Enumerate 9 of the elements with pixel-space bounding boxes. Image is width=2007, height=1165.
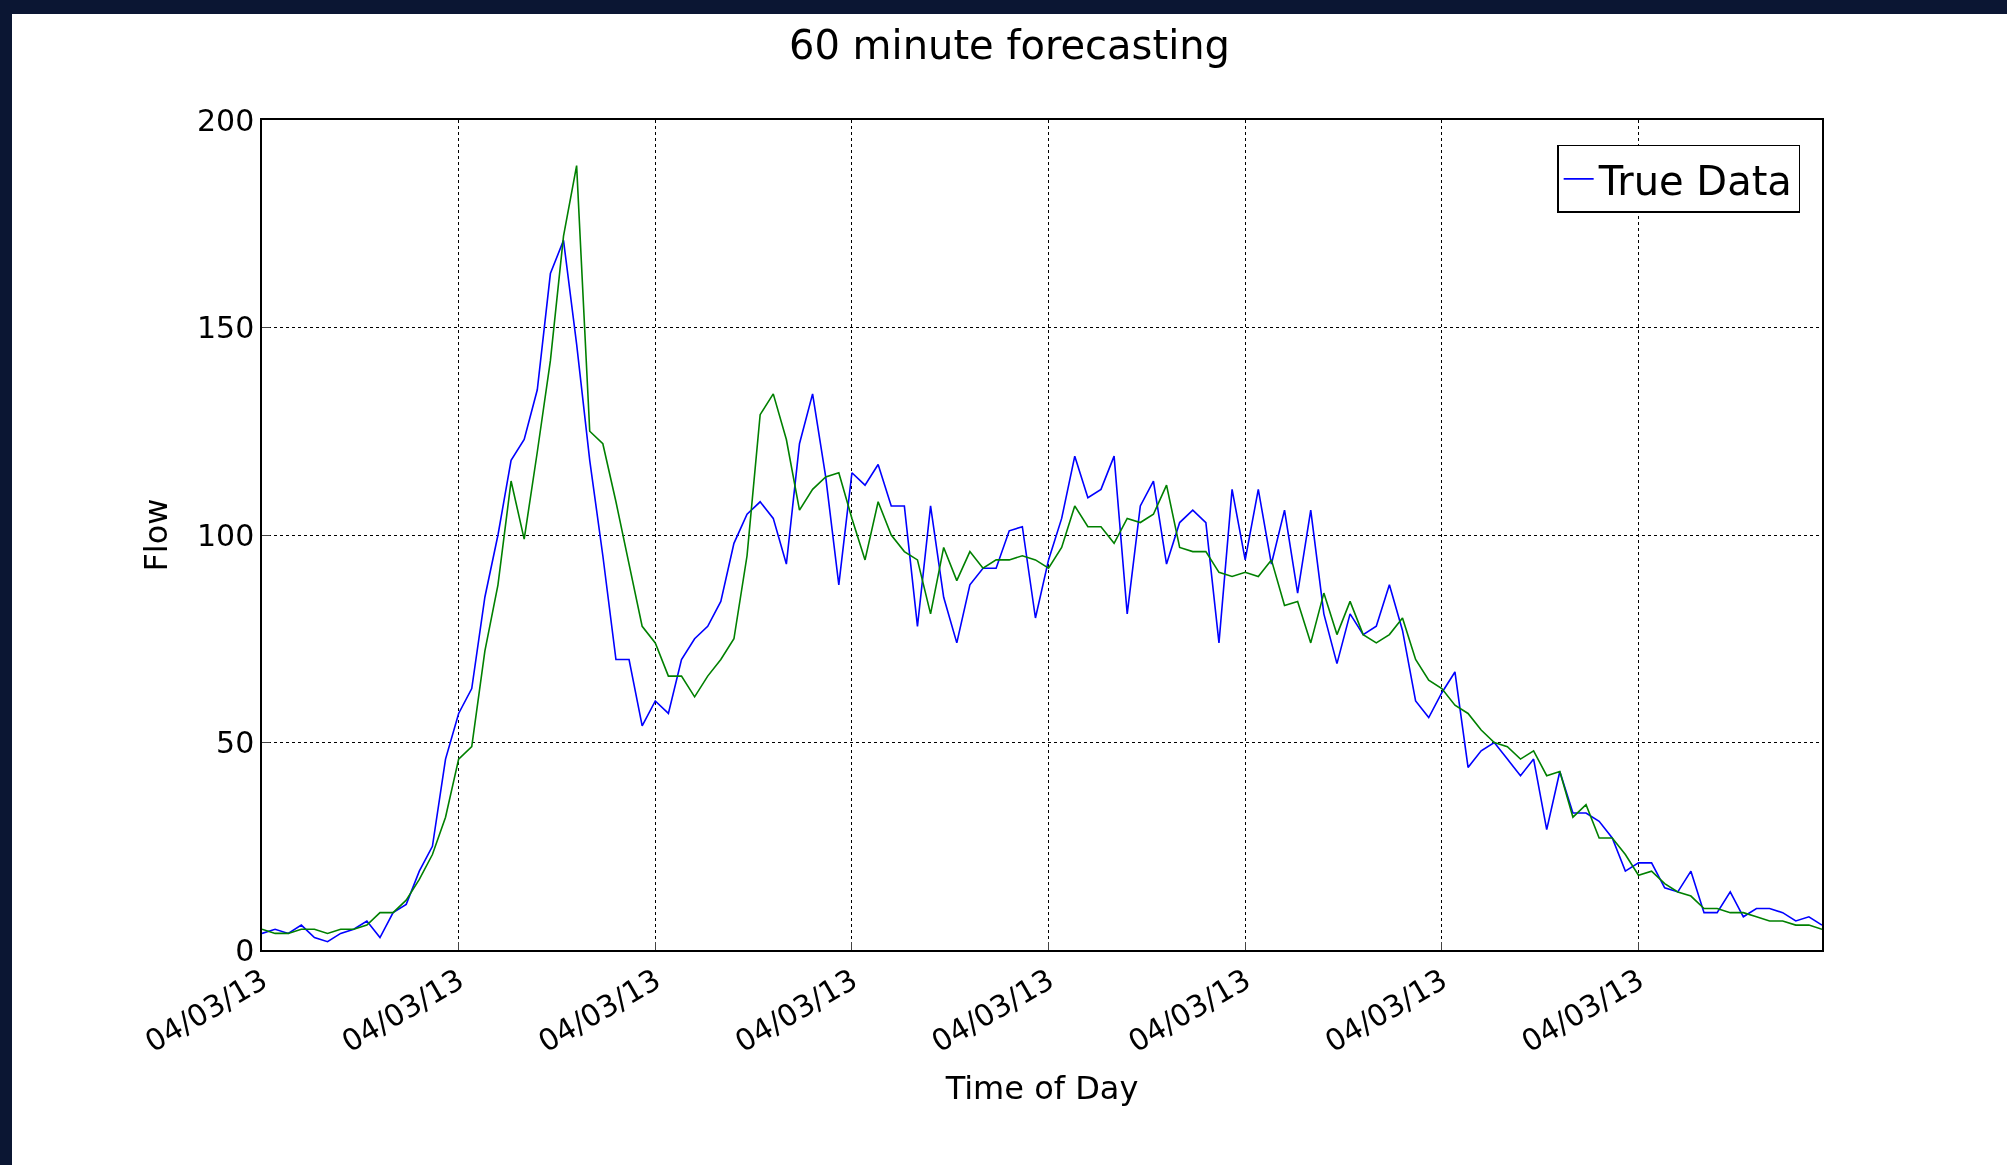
y-tick-label: 150 xyxy=(196,310,255,345)
y-tick-label: 100 xyxy=(196,517,255,553)
y-tick-label: 200 xyxy=(196,102,255,138)
legend-label: True Data xyxy=(1597,157,1792,204)
x-axis-title: Time of Day xyxy=(944,1068,1139,1107)
y-axis-title: Flow xyxy=(136,498,175,572)
y-tick-label: 50 xyxy=(216,725,255,760)
y-tick-label: 0 xyxy=(235,932,255,968)
chart-title: 60 minute forecasting xyxy=(788,22,1231,69)
